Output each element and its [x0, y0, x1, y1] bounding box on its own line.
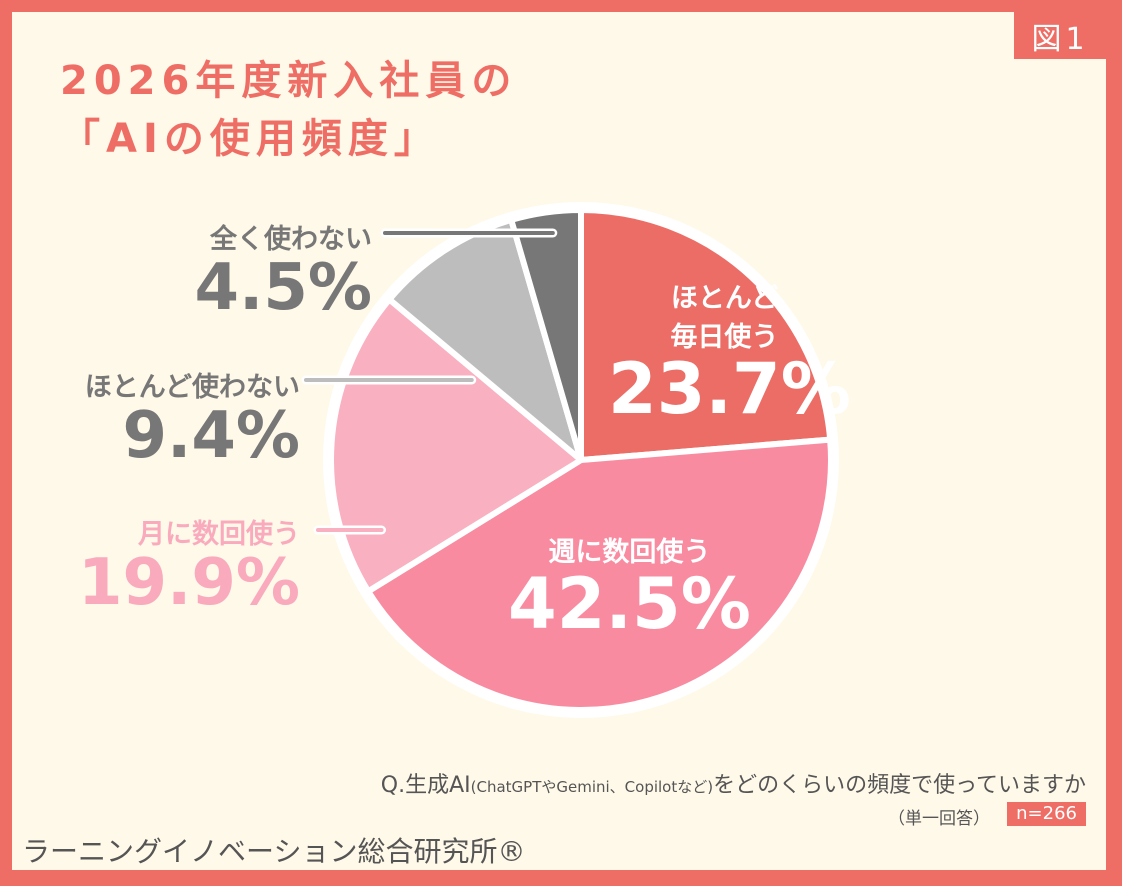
question-suffix: をどのくらいの頻度で使っていますか — [713, 773, 1086, 798]
label-daily-line1: ほとんど — [670, 283, 779, 314]
question-text: Q.生成AI(ChatGPTやGemini、Copilotなど)をどのくらいの頻… — [381, 767, 1086, 799]
label-monthly-value: 19.9% — [77, 546, 300, 620]
label-daily-value: 23.7% — [608, 348, 851, 430]
label-never-text: 全く使わない — [210, 224, 372, 255]
label-monthly-text: 月に数回使う — [138, 519, 300, 550]
figure-badge: 図1 — [1014, 12, 1106, 59]
label-never: 全く使わない 4.5% — [195, 217, 373, 320]
label-weekly: 週に数回使う 42.5% — [508, 530, 751, 639]
title-line-2: 「AIの使用頻度」 — [60, 116, 440, 162]
pie-slice — [386, 216, 584, 463]
sample-size-badge: n=266 — [1007, 802, 1086, 826]
label-rarely-text: ほとんど使わない — [84, 372, 300, 403]
label-rarely: ほとんど使わない 9.4% — [85, 365, 300, 468]
pie-slice — [508, 207, 584, 463]
title-line-1: 2026年度新入社員の — [60, 58, 518, 104]
question-examples: (ChatGPTやGemini、Copilotなど) — [470, 778, 714, 796]
label-rarely-value: 9.4% — [122, 399, 301, 473]
pie-slice — [328, 296, 584, 595]
organization-name: ラーニングイノベーション総合研究所® — [22, 835, 526, 868]
chart-title: 2026年度新入社員の 「AIの使用頻度」 — [60, 52, 517, 168]
label-weekly-text: 週に数回使う — [548, 537, 711, 568]
label-daily-line2: 毎日使う — [670, 322, 779, 353]
answer-type: （単一回答） — [888, 809, 990, 829]
pie-slice — [578, 207, 834, 463]
label-weekly-value: 42.5% — [508, 563, 751, 645]
question-prefix: Q.生成AI — [380, 773, 471, 798]
label-daily: ほとんど 毎日使う 23.7% — [598, 276, 851, 424]
label-monthly: 月に数回使う 19.9% — [78, 512, 300, 615]
pie-slice — [365, 436, 834, 713]
label-never-value: 4.5% — [194, 251, 373, 325]
